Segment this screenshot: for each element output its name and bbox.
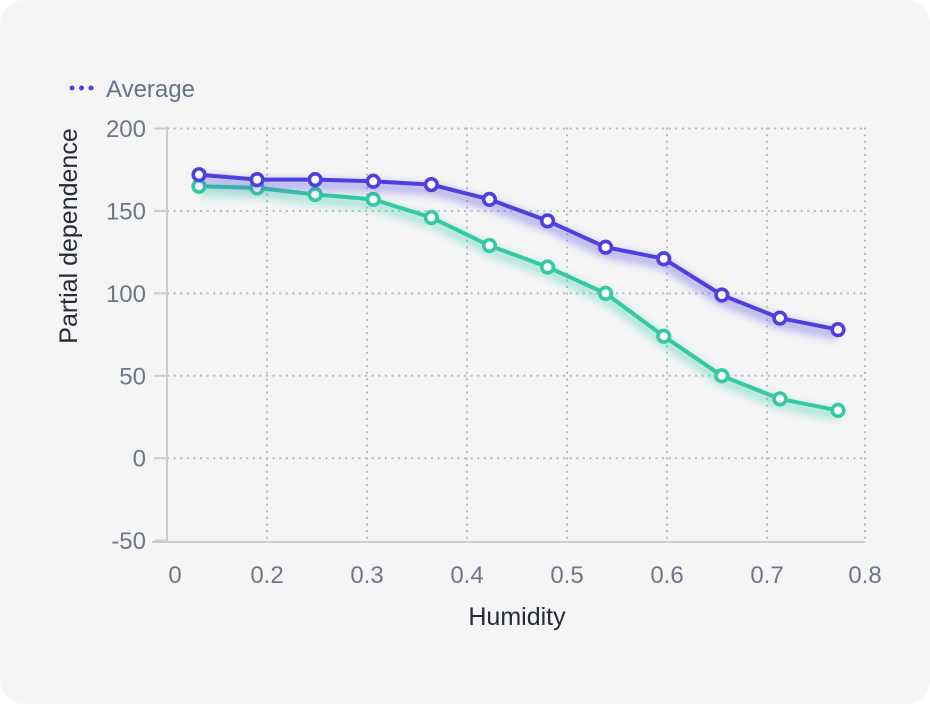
series-average-marker[interactable]	[249, 172, 265, 188]
series-average-marker[interactable]	[191, 167, 207, 183]
x-tick-label: 0.8	[848, 562, 881, 589]
series-average-marker[interactable]	[598, 239, 614, 255]
dotted-line-legend-icon	[69, 85, 94, 91]
series-average-marker[interactable]	[539, 213, 556, 229]
series-secondary-marker[interactable]	[772, 391, 788, 407]
series-average-marker[interactable]	[307, 172, 323, 188]
series-secondary-marker[interactable]	[598, 285, 614, 301]
y-axis-title: Partial dependence	[55, 128, 83, 343]
x-tick-label: 0.2	[250, 562, 283, 589]
gridlines	[166, 127, 867, 544]
y-tick-label: 50	[119, 363, 146, 390]
series-secondary-line	[197, 184, 840, 413]
series-average-marker[interactable]	[365, 173, 381, 189]
legend-label: Average	[106, 76, 195, 103]
legend-item-average[interactable]: Average	[69, 76, 195, 103]
y-tick-label: 200	[106, 116, 146, 143]
tick-labels: 200 150 100 50 0 -50 0 0.2 0.3 0.4 0.5 0.6 0.7 0.8	[106, 116, 882, 589]
series-secondary-marker[interactable]	[365, 191, 381, 208]
series-secondary-marker[interactable]	[656, 328, 672, 344]
series-secondary-marker[interactable]	[830, 402, 846, 418]
x-tick-label: 0.5	[550, 562, 583, 589]
x-tick-label: 0.4	[450, 562, 483, 589]
series-secondary-glow	[198, 186, 839, 420]
x-tick-label: 0.6	[650, 562, 683, 589]
series-average-marker[interactable]	[481, 191, 498, 208]
series-average-marker[interactable]	[772, 310, 788, 326]
series-average-marker[interactable]	[830, 322, 846, 338]
axes	[152, 126, 865, 543]
series-average-marker[interactable]	[423, 176, 439, 193]
x-tick-label: 0.7	[750, 562, 783, 589]
y-tick-label: -50	[111, 528, 146, 555]
series-secondary-marker[interactable]	[423, 209, 439, 226]
series-average-glow	[198, 175, 839, 340]
y-tick-label: 100	[106, 281, 146, 308]
x-tick-label: 0	[168, 562, 181, 589]
series-secondary-marker[interactable]	[481, 237, 498, 254]
x-tick-label: 0.3	[350, 562, 383, 589]
x-axis-title: Humidity	[468, 603, 566, 631]
y-tick-label: 0	[133, 446, 146, 473]
series-average-marker[interactable]	[714, 287, 730, 303]
series-average-line	[197, 172, 840, 332]
series-secondary-marker[interactable]	[307, 186, 323, 203]
series-average-marker[interactable]	[656, 251, 672, 267]
y-tick-label: 150	[106, 198, 146, 225]
series-secondary-marker[interactable]	[714, 368, 730, 384]
series-layer	[191, 167, 846, 420]
series-secondary-marker[interactable]	[539, 259, 556, 275]
series-average	[191, 167, 846, 340]
